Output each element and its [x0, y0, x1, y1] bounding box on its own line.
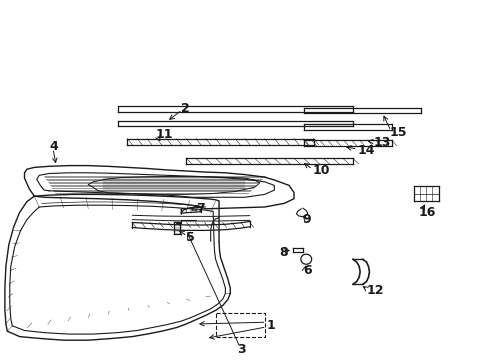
- Text: 11: 11: [156, 129, 173, 141]
- Text: 1: 1: [267, 319, 276, 332]
- Text: 5: 5: [186, 231, 195, 244]
- Text: 10: 10: [313, 164, 330, 177]
- Text: 4: 4: [49, 140, 58, 153]
- Text: 3: 3: [238, 343, 246, 356]
- Text: 16: 16: [419, 206, 436, 219]
- Text: 13: 13: [373, 136, 391, 149]
- Text: 2: 2: [181, 102, 190, 114]
- Text: 12: 12: [367, 284, 384, 297]
- Text: 7: 7: [196, 202, 205, 215]
- Text: 8: 8: [279, 246, 288, 258]
- Text: 6: 6: [303, 264, 312, 277]
- Text: 14: 14: [358, 144, 375, 157]
- Text: 9: 9: [303, 213, 312, 226]
- Text: 15: 15: [390, 126, 407, 139]
